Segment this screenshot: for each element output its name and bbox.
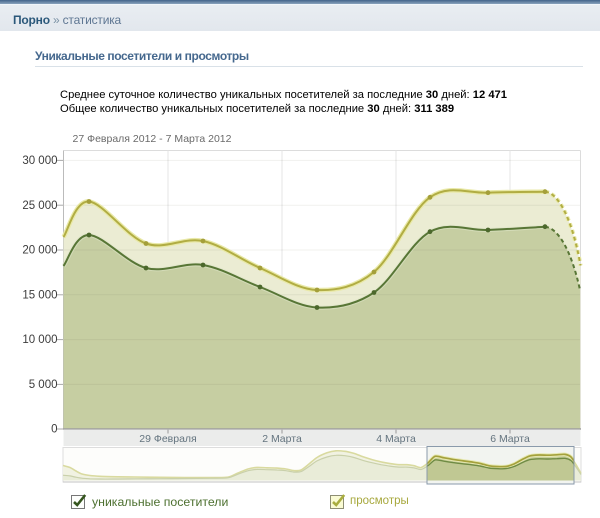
svg-text:6 Марта: 6 Марта xyxy=(490,433,530,445)
svg-text:5 000: 5 000 xyxy=(29,379,58,391)
svg-text:4 Марта: 4 Марта xyxy=(376,433,416,445)
svg-text:2 Марта: 2 Марта xyxy=(262,433,302,445)
svg-text:30 000: 30 000 xyxy=(22,155,57,167)
svg-text:20 000: 20 000 xyxy=(22,245,57,257)
svg-text:15 000: 15 000 xyxy=(22,289,57,301)
svg-text:0: 0 xyxy=(51,424,57,436)
svg-text:29 Февраля: 29 Февраля xyxy=(139,433,197,445)
svg-text:25 000: 25 000 xyxy=(22,200,57,212)
svg-text:10 000: 10 000 xyxy=(22,334,57,346)
